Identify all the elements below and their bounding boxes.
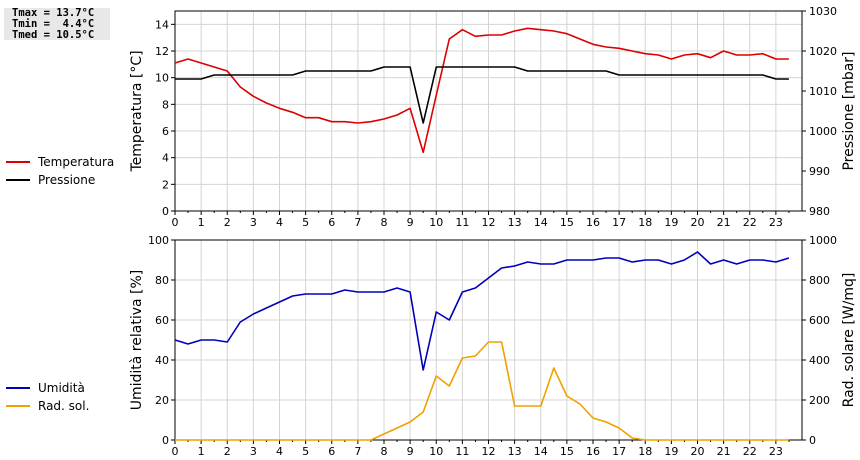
temp-x-tick-label: 10 [429, 216, 443, 229]
hum-y2-tick-label: 0 [809, 434, 816, 447]
hum-x-tick-label: 8 [381, 445, 388, 458]
hum-x-tick-label: 0 [172, 445, 179, 458]
hum-legend-label: Rad. sol. [38, 399, 89, 413]
stat-tmed: Tmed = 10.5°C [12, 29, 95, 41]
hum-x-tick-label: 22 [743, 445, 757, 458]
temp-x-tick-label: 17 [612, 216, 626, 229]
hum-x-tick-label: 16 [586, 445, 600, 458]
temp-plot-frame [174, 10, 803, 212]
hum-y2-tick-label: 600 [809, 314, 830, 327]
hum-x-tick-label: 3 [250, 445, 257, 458]
hum-x-tick-label: 17 [612, 445, 626, 458]
hum-x-tick-label: 15 [560, 445, 574, 458]
temp-legend-label: Temperatura [37, 155, 114, 169]
temp-x-tick-label: 18 [638, 216, 652, 229]
temp-x-tick-label: 12 [482, 216, 496, 229]
hum-x-tick-label: 20 [691, 445, 705, 458]
hum-series-rad-sol [175, 341, 789, 441]
temp-y-tick-label: 10 [155, 72, 169, 85]
temp-x-tick-label: 11 [455, 216, 469, 229]
temp-y-tick-label: 2 [162, 178, 169, 191]
hum-y-tick-label: 40 [155, 354, 169, 367]
temp-x-tick-label: 23 [769, 216, 783, 229]
hum-x-tick-label: 18 [638, 445, 652, 458]
temp-x-tick-label: 1 [198, 216, 205, 229]
hum-x-tick-label: 6 [328, 445, 335, 458]
hum-x-tick-label: 5 [302, 445, 309, 458]
temp-x-tick-label: 7 [354, 216, 361, 229]
temp-x-tick-label: 0 [172, 216, 179, 229]
hum-y2-tick-label: 1000 [809, 234, 837, 247]
stat-tmax: Tmax = 13.7°C [12, 7, 95, 19]
hum-y-tick-label: 80 [155, 274, 169, 287]
temp-y2-tick-label: 1020 [809, 45, 837, 58]
temp-y-tick-label: 14 [155, 18, 169, 31]
hum-y-tick-label: 0 [162, 434, 169, 447]
temp-x-tick-label: 9 [407, 216, 414, 229]
stat-tmin: Tmin = 4.4°C [12, 18, 95, 30]
temp-x-tick-label: 16 [586, 216, 600, 229]
temp-y-axis-label: Temperatura [°C] [129, 50, 145, 172]
temp-y2-tick-label: 980 [809, 205, 830, 218]
temp-x-tick-label: 15 [560, 216, 574, 229]
hum-x-tick-label: 9 [407, 445, 414, 458]
temp-y2-tick-label: 1010 [809, 85, 837, 98]
hum-x-tick-label: 2 [224, 445, 231, 458]
temp-y2-tick-label: 1000 [809, 125, 837, 138]
hum-y2-tick-label: 800 [809, 274, 830, 287]
temp-y-tick-label: 0 [162, 205, 169, 218]
hum-x-tick-label: 7 [354, 445, 361, 458]
temp-legend-label: Pressione [38, 173, 95, 187]
temp-x-tick-label: 3 [250, 216, 257, 229]
temp-x-tick-label: 20 [691, 216, 705, 229]
temp-x-tick-label: 21 [717, 216, 731, 229]
hum-y2-tick-label: 200 [809, 394, 830, 407]
hum-x-tick-label: 21 [717, 445, 731, 458]
temp-y2-tick-label: 1030 [809, 5, 837, 18]
temp-x-tick-label: 2 [224, 216, 231, 229]
hum-x-tick-label: 13 [508, 445, 522, 458]
stats-box: Tmax = 13.7°C Tmin = 4.4°C Tmed = 10.5°C [4, 7, 110, 41]
temp-x-tick-label: 13 [508, 216, 522, 229]
temp-y-tick-label: 8 [162, 98, 169, 111]
hum-x-tick-label: 14 [534, 445, 548, 458]
temp-x-tick-label: 5 [302, 216, 309, 229]
hum-x-tick-label: 19 [664, 445, 678, 458]
hum-y-tick-label: 60 [155, 314, 169, 327]
temp-x-tick-label: 19 [664, 216, 678, 229]
temp-x-tick-label: 14 [534, 216, 548, 229]
hum-y2-tick-label: 400 [809, 354, 830, 367]
temp-x-tick-label: 22 [743, 216, 757, 229]
temp-y2-axis-label: Pressione [mbar] [841, 51, 857, 170]
temp-series-temperatura [174, 27, 789, 154]
hum-y-tick-label: 100 [148, 234, 169, 247]
temp-x-tick-label: 6 [328, 216, 335, 229]
hum-x-tick-label: 1 [198, 445, 205, 458]
temp-x-tick-label: 8 [381, 216, 388, 229]
hum-series-umidit [174, 251, 790, 371]
temp-y-tick-label: 6 [162, 125, 169, 138]
hum-x-tick-label: 12 [482, 445, 496, 458]
hum-x-tick-label: 10 [429, 445, 443, 458]
temp-y-tick-label: 4 [162, 152, 169, 165]
hum-x-tick-label: 23 [769, 445, 783, 458]
temp-y-tick-label: 12 [155, 45, 169, 58]
temp-x-tick-label: 4 [276, 216, 283, 229]
temp-y2-tick-label: 990 [809, 165, 830, 178]
hum-y-tick-label: 20 [155, 394, 169, 407]
hum-x-tick-label: 11 [455, 445, 469, 458]
hum-y2-axis-label: Rad. solare [W/mq] [841, 273, 857, 408]
hum-x-tick-label: 4 [276, 445, 283, 458]
temp-series-pressione [175, 66, 789, 124]
hum-legend-label: Umidità [38, 381, 85, 395]
hum-y-axis-label: Umidità relativa [%] [129, 270, 145, 411]
